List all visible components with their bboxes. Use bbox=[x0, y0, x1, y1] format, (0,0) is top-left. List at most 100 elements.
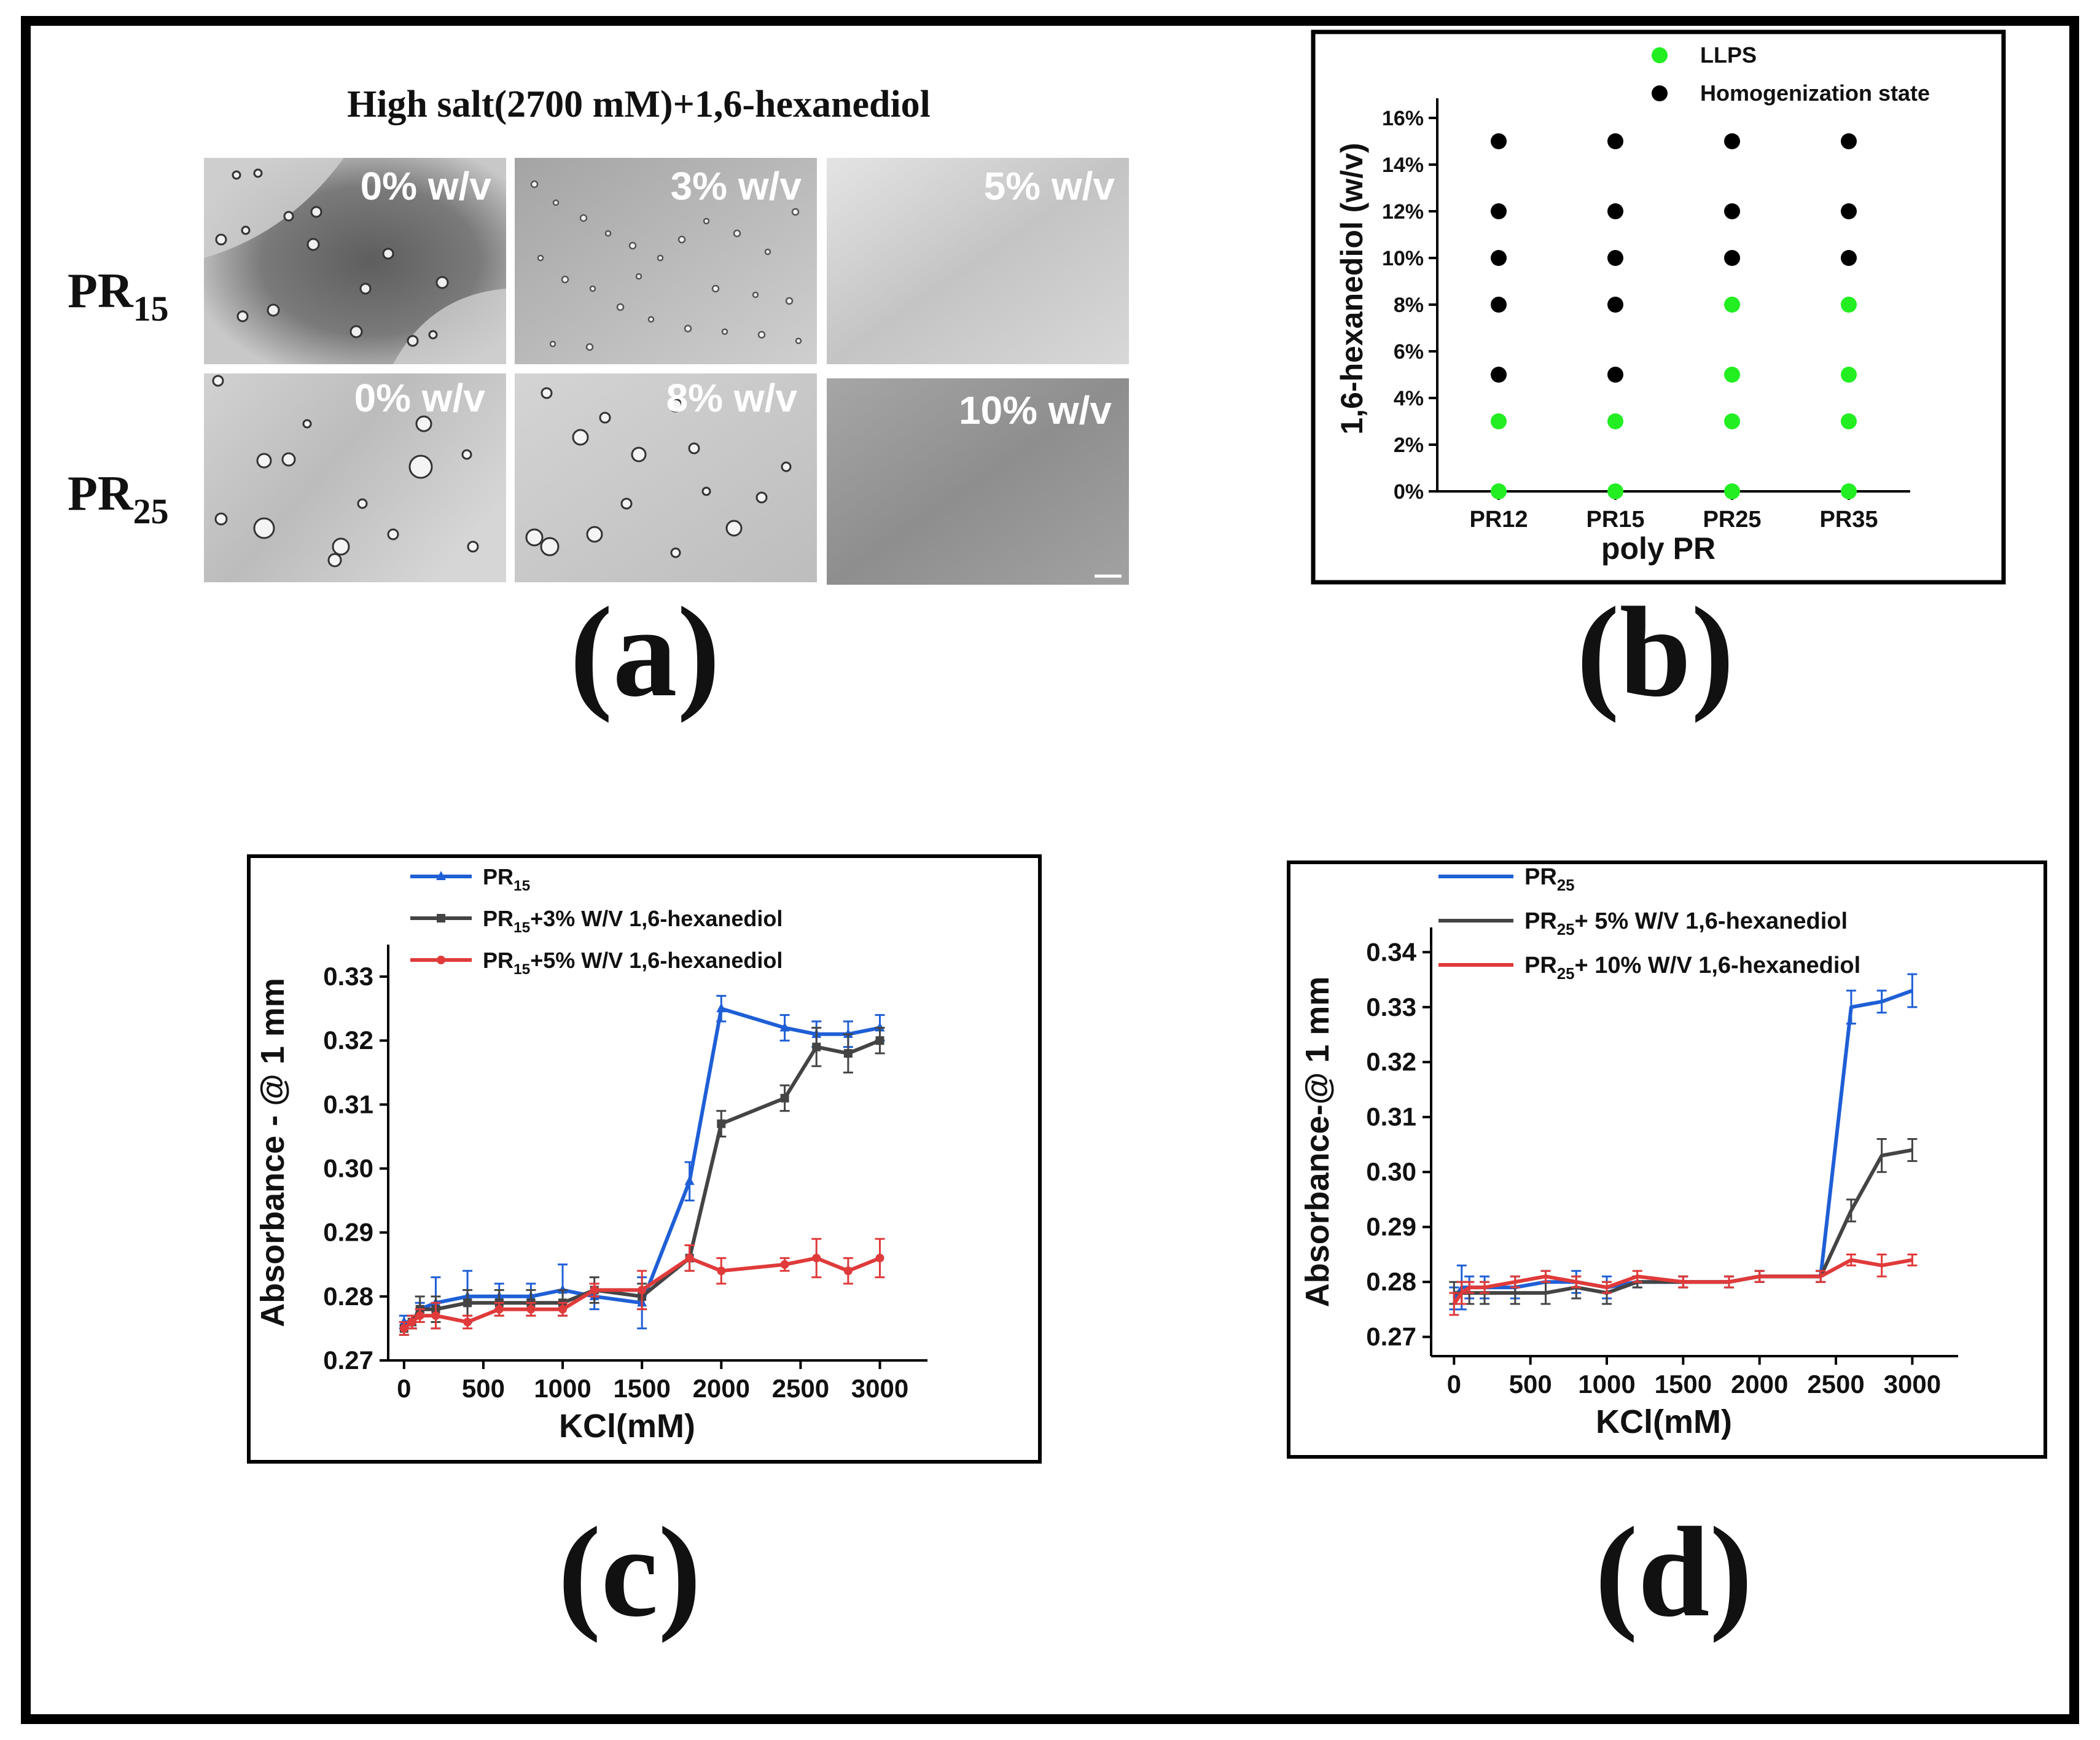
x-axis-label: KCl(mM) bbox=[559, 1408, 695, 1445]
data-point bbox=[875, 1036, 884, 1045]
x-tick-label: 3000 bbox=[1884, 1370, 1941, 1399]
x-tick-label: 2000 bbox=[693, 1374, 750, 1403]
error-bar bbox=[1632, 1270, 1642, 1283]
legend-label: PR15+3% W/V 1,6-hexanediol bbox=[483, 906, 783, 936]
legend-label-suffix: +3% W/V 1,6-hexanediol bbox=[530, 906, 783, 931]
y-tick-label: 6% bbox=[1394, 340, 1424, 364]
y-tick-label: 0.28 bbox=[1366, 1267, 1416, 1296]
data-point bbox=[431, 1311, 440, 1321]
error-bar bbox=[1754, 1270, 1765, 1283]
data-point bbox=[780, 1093, 789, 1102]
x-axis-label: KCl(mM) bbox=[1596, 1403, 1732, 1440]
legend-label: PR25 bbox=[1524, 864, 1575, 894]
legend-label-suffix: + 10% W/V 1,6-hexanediol bbox=[1575, 953, 1861, 978]
y-tick-label: 12% bbox=[1382, 200, 1424, 224]
x-tick-label: 2500 bbox=[772, 1374, 829, 1403]
y-tick-label: 0.27 bbox=[1366, 1322, 1416, 1351]
y-axis-label: Absorbance - @ 1 mm bbox=[254, 978, 291, 1327]
panel-letter-b: (b) bbox=[1577, 581, 1735, 724]
data-point bbox=[1724, 483, 1740, 499]
y-tick-label: 0.31 bbox=[1366, 1102, 1416, 1131]
micrograph-tile-pr15-3: 3% w/v bbox=[515, 158, 817, 364]
data-point bbox=[407, 1317, 416, 1327]
data-point bbox=[1841, 203, 1857, 219]
data-point bbox=[875, 1254, 884, 1263]
y-tick-label: 10% bbox=[1382, 247, 1424, 270]
legend-label-name: PR bbox=[1524, 908, 1557, 934]
x-tick-label: 500 bbox=[1509, 1370, 1552, 1399]
data-point bbox=[1841, 133, 1857, 149]
legend-label-sub: 25 bbox=[1557, 966, 1575, 983]
legend-label-name: PR bbox=[483, 948, 513, 973]
x-tick-label: 2500 bbox=[1807, 1370, 1864, 1399]
data-point bbox=[1841, 413, 1857, 429]
data-point bbox=[463, 1298, 472, 1308]
data-point bbox=[1607, 297, 1623, 313]
panel-d: 0.27 0.28 0.29 0.30 0.31 0.32 0.33 0.34 0 500 1000… bbox=[1287, 860, 2047, 1644]
legend-label: LLPS bbox=[1700, 42, 1757, 68]
error-bar bbox=[1907, 1253, 1918, 1266]
tile-label: 3% w/v bbox=[671, 164, 802, 208]
x-tick-label: 0 bbox=[1447, 1370, 1461, 1399]
y-tick-label: 0.27 bbox=[323, 1346, 373, 1375]
y-tick-label: 0.29 bbox=[1366, 1212, 1416, 1241]
data-point bbox=[1607, 203, 1623, 219]
x-tick-label: 1000 bbox=[534, 1374, 591, 1403]
error-bar bbox=[1449, 1292, 1459, 1316]
legend-label-name: PR bbox=[483, 906, 513, 931]
panel-a: High salt(2700 mM)+1,6-hexanediol 0% w/v bbox=[68, 84, 1129, 724]
series-line bbox=[402, 1256, 881, 1330]
error-bar bbox=[1464, 1281, 1475, 1294]
y-axis-label: 1,6-hexanediol (w/v) bbox=[1335, 142, 1369, 434]
legend-label: PR25+ 10% W/V 1,6-hexanediol bbox=[1524, 953, 1860, 983]
tile-label: 5% w/v bbox=[984, 164, 1115, 208]
y-tick-label: 0.31 bbox=[323, 1090, 373, 1118]
panel-a-title: High salt(2700 mM)+1,6-hexanediol bbox=[347, 84, 931, 125]
row-label-pr25: PR25 bbox=[68, 467, 169, 531]
error-bar bbox=[1723, 1275, 1734, 1289]
y-tick-label: 4% bbox=[1394, 387, 1424, 410]
tile-label: 8% w/v bbox=[666, 376, 798, 420]
data-point bbox=[1491, 297, 1507, 313]
error-bar bbox=[1876, 1253, 1887, 1278]
micrograph-tile-pr15-5: 5% w/v bbox=[827, 158, 1129, 364]
series-line bbox=[404, 1007, 881, 1324]
y-tick-label: 14% bbox=[1382, 154, 1424, 177]
legend-marker bbox=[1652, 85, 1668, 101]
data-point bbox=[685, 1254, 694, 1263]
x-tick-label: 3000 bbox=[851, 1374, 908, 1403]
chart-phase-diagram: 0% 2% 4% 6% 8% 10% 12% 14% 16% PR12 PR15 PR25 PR35 po… bbox=[1335, 42, 1930, 566]
y-tick-label: 8% bbox=[1394, 294, 1424, 317]
panel-b: 0% 2% 4% 6% 8% 10% 12% 14% 16% PR12 PR15 PR25 PR35 po… bbox=[1311, 29, 2006, 724]
micrograph-tile-pr15-0: 0% w/v bbox=[204, 158, 506, 364]
data-point bbox=[1491, 367, 1507, 383]
x-axis-label: poly PR bbox=[1601, 531, 1716, 566]
data-point bbox=[1607, 413, 1623, 429]
error-bar bbox=[1876, 989, 1887, 1014]
data-point bbox=[1491, 250, 1507, 266]
data-point bbox=[1841, 297, 1857, 313]
legend-marker bbox=[437, 956, 445, 964]
x-tick-label: PR15 bbox=[1586, 507, 1644, 533]
data-point bbox=[463, 1317, 472, 1327]
error-bar bbox=[1510, 1275, 1520, 1289]
data-point bbox=[1607, 250, 1623, 266]
legend-label: PR15 bbox=[483, 864, 530, 894]
data-point bbox=[1491, 203, 1507, 219]
error-bar bbox=[1678, 1275, 1688, 1289]
row-label-pr15: PR15 bbox=[68, 264, 169, 329]
data-point bbox=[812, 1042, 821, 1051]
data-point bbox=[1491, 483, 1507, 499]
data-point bbox=[812, 1254, 821, 1263]
x-tick-label: PR35 bbox=[1819, 507, 1878, 533]
data-point bbox=[1724, 250, 1740, 266]
data-point bbox=[1724, 203, 1740, 219]
legend-label-sub: 25 bbox=[1557, 921, 1575, 938]
legend-label-sub: 15 bbox=[513, 961, 530, 978]
data-point bbox=[684, 1176, 695, 1185]
legend-label-suffix: + 5% W/V 1,6-hexanediol bbox=[1575, 908, 1848, 934]
y-tick-label: 0.33 bbox=[1366, 993, 1416, 1021]
data-point bbox=[1724, 133, 1740, 149]
legend-label: Homogenization state bbox=[1700, 80, 1930, 106]
legend-label-name: PR bbox=[1524, 953, 1557, 978]
